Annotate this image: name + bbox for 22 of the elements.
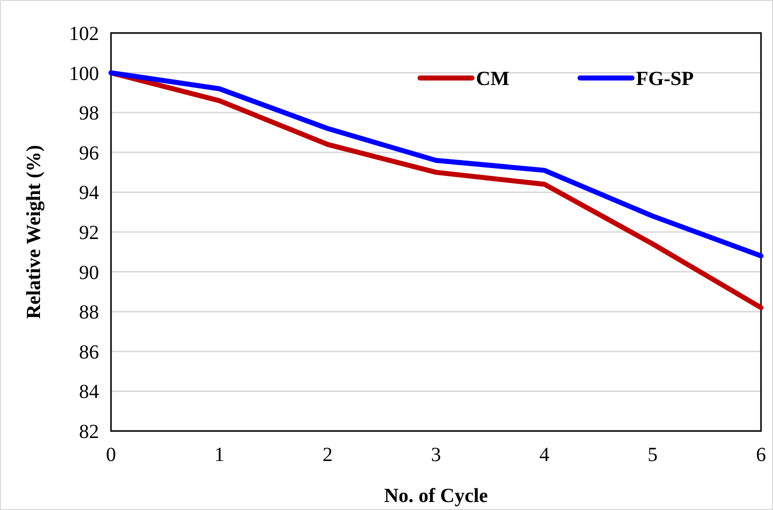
legend-label: FG-SP (636, 68, 694, 90)
legend-label: CM (476, 68, 510, 90)
x-tick-label: 1 (214, 444, 224, 466)
y-tick-label: 94 (79, 182, 99, 204)
x-tick-label: 3 (431, 444, 441, 466)
y-axis-title: Relative Weight (%) (23, 144, 45, 320)
x-tick-label: 6 (756, 444, 766, 466)
x-tick-label: 5 (648, 444, 658, 466)
x-tick-label: 0 (106, 444, 116, 466)
y-tick-label: 90 (79, 262, 99, 284)
y-tick-label: 100 (69, 62, 99, 85)
x-tick-label: 2 (322, 444, 333, 466)
y-tick-label: 98 (79, 102, 99, 125)
y-tick-label: 96 (79, 142, 99, 164)
y-tick-label: 82 (79, 421, 99, 443)
y-tick-label: 88 (79, 302, 99, 324)
y-tick-label: 86 (79, 341, 99, 364)
x-tick-label: 4 (539, 444, 550, 466)
y-tick-label: 92 (79, 222, 99, 244)
x-axis-title: No. of Cycle (384, 485, 488, 507)
y-tick-label: 102 (69, 23, 99, 45)
y-tick-label: 84 (79, 381, 99, 404)
